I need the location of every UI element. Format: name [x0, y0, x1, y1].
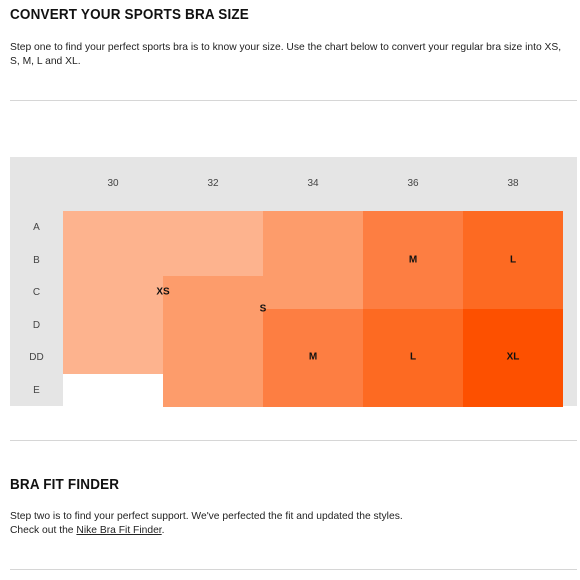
size-cell	[63, 211, 163, 245]
size-cell	[363, 308, 463, 342]
cup-size-d: D	[32, 319, 41, 331]
size-cell	[463, 373, 563, 407]
divider-middle	[10, 440, 577, 441]
size-cell	[463, 243, 563, 277]
size-cell	[463, 341, 563, 375]
size-cell	[163, 373, 263, 407]
size-cell	[363, 243, 463, 277]
fit-finder-instructions: Step two is to find your perfect support…	[10, 510, 570, 537]
size-label-s: S	[259, 303, 267, 314]
cup-size-a: A	[33, 222, 40, 233]
cup-size-e: E	[33, 384, 40, 396]
size-cell	[363, 276, 463, 310]
band-size-36: 36	[407, 178, 419, 189]
size-cell	[163, 211, 263, 245]
size-cell	[63, 276, 163, 310]
band-size-30: 30	[107, 178, 119, 189]
size-cell	[463, 211, 563, 245]
section-title-fit-finder: BRA FIT FINDER	[10, 477, 120, 493]
size-cell	[163, 276, 263, 310]
size-label-l: L	[409, 351, 417, 363]
size-cell	[63, 341, 163, 375]
size-cell	[263, 276, 363, 310]
size-cell	[463, 276, 563, 310]
size-label-xl: XL	[506, 351, 520, 363]
convert-instructions: Step one to find your perfect sports bra…	[10, 42, 562, 67]
size-label-xs: XS	[156, 286, 170, 298]
size-cell	[263, 211, 363, 245]
cup-size-b: B	[33, 254, 40, 266]
size-cell	[263, 243, 363, 277]
size-cell	[163, 308, 263, 342]
size-cell	[363, 211, 463, 245]
band-size-32: 32	[207, 178, 219, 189]
size-cell	[263, 341, 363, 375]
cup-size-dd: DD	[29, 352, 44, 363]
size-label-l: L	[509, 254, 517, 266]
size-cell	[463, 308, 563, 342]
size-label-m: M	[408, 254, 418, 266]
size-conversion-chart: 30 32 34 36 38 A B C D DD E XS S M L M L XL	[10, 157, 577, 407]
band-size-34: 34	[307, 178, 319, 189]
section-title-convert: CONVERT YOUR SPORTS BRA SIZE	[10, 7, 249, 23]
size-cell	[263, 308, 363, 342]
fit-finder-link[interactable]: Nike Bra Fit Finder	[76, 524, 162, 536]
size-cell	[163, 341, 263, 375]
size-cell	[163, 243, 263, 277]
fit-finder-text: Step two is to find your perfect support…	[10, 511, 403, 522]
empty-cell	[63, 373, 163, 407]
cup-size-c: C	[32, 287, 41, 298]
size-cell	[363, 341, 463, 375]
fit-finder-check-text: Check out the	[10, 524, 77, 536]
divider-bottom	[10, 569, 577, 570]
size-cell	[363, 373, 463, 407]
divider-top	[10, 100, 577, 101]
size-label-m: M	[308, 351, 318, 363]
fit-finder-period: .	[161, 524, 165, 536]
size-cell	[63, 308, 163, 342]
size-cell	[263, 373, 363, 407]
band-size-38: 38	[507, 178, 519, 189]
size-cell	[63, 243, 163, 277]
